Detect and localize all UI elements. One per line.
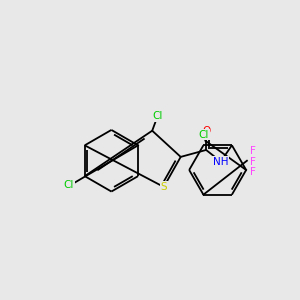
Text: Cl: Cl — [64, 180, 74, 190]
Text: O: O — [202, 126, 210, 136]
Text: Cl: Cl — [199, 130, 209, 140]
Text: Cl: Cl — [152, 111, 163, 121]
Text: NH: NH — [213, 157, 229, 166]
Text: S: S — [160, 182, 167, 192]
Text: F: F — [250, 157, 256, 166]
Text: F: F — [250, 167, 256, 176]
Text: F: F — [250, 146, 256, 157]
